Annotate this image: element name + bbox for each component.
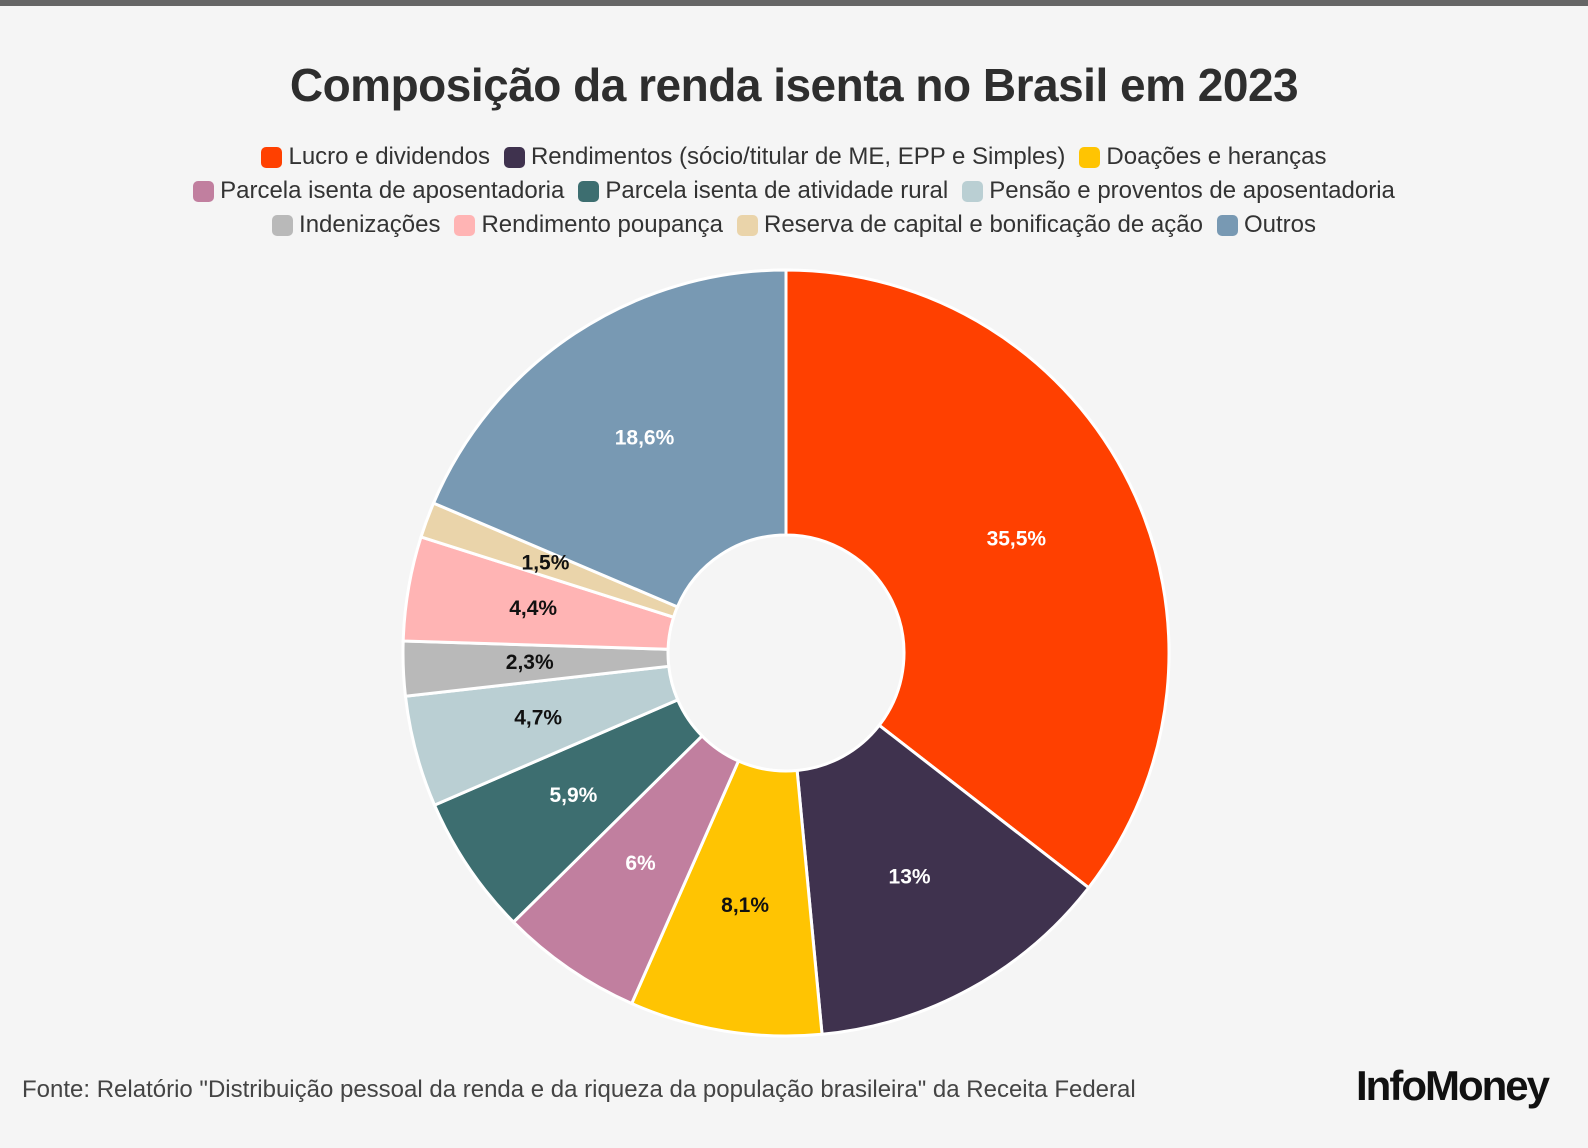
legend-swatch	[454, 214, 476, 236]
legend-label: Doações e heranças	[1106, 143, 1327, 170]
slice-data-label: 6%	[625, 852, 656, 875]
legend-item: Reserva de capital e bonificação de ação	[736, 211, 1203, 239]
legend-label: Rendimentos (sócio/titular de ME, EPP e …	[530, 143, 1066, 170]
legend-swatch	[261, 146, 283, 168]
legend-item: Pensão e proventos de aposentadoria	[962, 177, 1395, 205]
legend-label: Indenizações	[299, 211, 441, 238]
legend-item: Outros	[1216, 211, 1316, 239]
legend-swatch	[503, 146, 525, 168]
chart-legend: Lucro e dividendos Rendimentos (sócio/tit…	[40, 142, 1548, 240]
legend-swatch	[1079, 146, 1101, 168]
legend-row: Lucro e dividendos Rendimentos (sócio/tit…	[261, 142, 1327, 172]
legend-swatch	[1216, 214, 1238, 236]
slice-data-label: 4,4%	[509, 597, 557, 620]
pie-slice	[784, 268, 1171, 890]
legend-swatch	[736, 214, 758, 236]
legend-item: Doações e heranças	[1079, 143, 1327, 171]
legend-label: Pensão e proventos de aposentadoria	[989, 177, 1395, 204]
legend-swatch	[272, 214, 294, 236]
legend-label: Lucro e dividendos	[288, 143, 490, 170]
legend-item: Parcela isenta de aposentadoria	[193, 177, 564, 205]
legend-label: Outros	[1243, 211, 1316, 238]
legend-label: Reserva de capital e bonificação de ação	[763, 211, 1203, 238]
infomoney-logo: InfoMoney	[1356, 1062, 1550, 1109]
pie-slice	[795, 723, 1091, 1036]
legend-swatch	[578, 180, 600, 202]
slice-data-label: 8,1%	[721, 894, 769, 917]
legend-label: Rendimento poupança	[481, 211, 723, 238]
slice-data-label: 1,5%	[522, 551, 570, 574]
source-note: Fonte: Relatório "Distribuição pessoal d…	[22, 1076, 1136, 1103]
legend-item: Rendimentos (sócio/titular de ME, EPP e …	[503, 143, 1066, 171]
legend-item: Indenizações	[272, 211, 440, 239]
slice-data-label: 13%	[889, 865, 931, 888]
legend-item: Rendimento poupança	[454, 211, 723, 239]
slice-data-label: 18,6%	[615, 427, 675, 450]
legend-item: Lucro e dividendos	[261, 143, 490, 171]
pie-slice	[629, 759, 824, 1038]
legend-label: Parcela isenta de atividade rural	[605, 177, 949, 204]
legend-row: Parcela isenta de aposentadoria Parcela i…	[193, 176, 1395, 206]
legend-swatch	[962, 180, 984, 202]
slice-data-label: 2,3%	[506, 651, 554, 674]
top-border	[0, 0, 1588, 6]
legend-swatch	[193, 180, 215, 202]
chart-title: Composição da renda isenta no Brasil em …	[289, 59, 1299, 111]
slice-data-label: 35,5%	[987, 528, 1047, 551]
legend-row: Indenizações Rendimento poupança Reserva d…	[272, 210, 1316, 240]
slice-data-label: 4,7%	[514, 707, 562, 730]
legend-label: Parcela isenta de aposentadoria	[220, 177, 565, 204]
pie-slice	[431, 268, 788, 609]
legend-item: Parcela isenta de atividade rural	[578, 177, 948, 205]
slice-data-label: 5,9%	[549, 784, 597, 807]
